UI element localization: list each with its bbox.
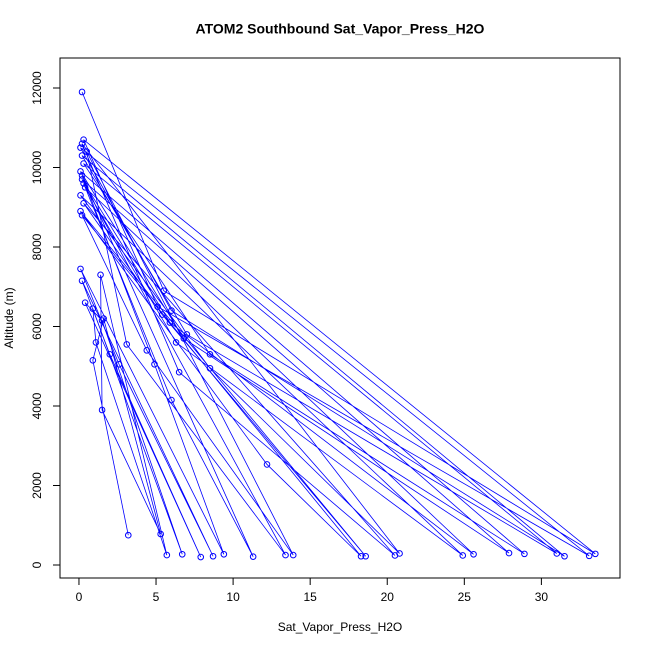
data-point	[77, 207, 84, 215]
data-point	[143, 347, 151, 354]
data-point	[78, 176, 86, 183]
data-point	[505, 549, 513, 557]
data-point	[168, 307, 175, 314]
data-point	[592, 550, 599, 558]
y-tick-label: 10000	[30, 151, 44, 185]
data-point	[92, 339, 100, 346]
data-point	[77, 144, 84, 151]
data-point	[154, 303, 161, 310]
x-tick-label: 10	[226, 590, 240, 604]
data-point	[77, 168, 84, 175]
data-point	[80, 136, 87, 143]
data-point	[180, 335, 188, 342]
data-line	[80, 91, 596, 558]
data-point	[168, 396, 175, 404]
x-tick-label: 0	[76, 590, 83, 604]
data-point	[289, 551, 297, 559]
data-point	[220, 550, 228, 558]
data-point	[585, 552, 593, 560]
data-point	[178, 550, 186, 558]
data-point	[561, 552, 568, 560]
data-point	[357, 552, 365, 560]
data-point	[151, 360, 158, 368]
data-point	[459, 552, 467, 559]
data-point	[80, 160, 87, 167]
y-tick-label: 8000	[30, 233, 44, 260]
data-point	[81, 184, 89, 191]
data-point	[521, 550, 528, 558]
data-point	[124, 531, 132, 539]
data-point	[89, 356, 97, 364]
data-point	[81, 299, 89, 306]
data-point	[166, 319, 174, 326]
data-point	[282, 551, 289, 559]
data-point	[470, 550, 477, 558]
data-point	[78, 140, 86, 147]
data-point	[249, 553, 257, 560]
data-point	[391, 552, 399, 559]
data-point	[78, 152, 86, 159]
x-tick-label: 20	[381, 590, 395, 604]
y-tick-label: 4000	[30, 392, 44, 419]
data-point	[89, 305, 97, 312]
data-point	[362, 552, 369, 560]
y-axis-label: Altitude (m)	[2, 287, 16, 348]
data-point	[209, 552, 217, 560]
x-tick-label: 30	[535, 590, 549, 604]
data-point	[100, 315, 107, 322]
data-point	[123, 341, 131, 348]
data-point	[78, 88, 86, 96]
data-point	[263, 461, 271, 468]
data-point	[115, 360, 123, 368]
y-tick-label: 6000	[30, 313, 44, 340]
data-point	[78, 172, 86, 179]
data-point	[175, 368, 183, 376]
plot-frame	[59, 57, 621, 579]
data-point	[157, 530, 164, 538]
data-point	[206, 351, 214, 358]
data-point	[98, 406, 106, 414]
data-point	[160, 287, 168, 295]
data-point	[197, 553, 205, 561]
x-tick-label: 15	[303, 590, 317, 604]
y-tick-label: 2000	[30, 472, 44, 499]
data-point	[97, 271, 104, 279]
data-point	[172, 339, 180, 346]
x-tick-label: 25	[458, 590, 472, 604]
data-point	[80, 180, 87, 187]
x-tick-label: 5	[153, 590, 160, 604]
data-point	[106, 351, 114, 358]
chart-title: ATOM2 Southbound Sat_Vapor_Press_H2O	[196, 21, 485, 37]
y-tick-label: 12000	[30, 71, 44, 105]
data-point	[77, 192, 84, 199]
data-point	[553, 550, 561, 557]
data-point	[98, 317, 106, 324]
data-point	[80, 199, 87, 207]
data-point	[158, 311, 166, 318]
data-point	[78, 277, 86, 285]
x-axis-label: Sat_Vapor_Press_H2O	[278, 620, 403, 634]
data-point	[77, 265, 84, 273]
data-point	[206, 364, 214, 372]
data-point	[83, 148, 90, 155]
data-point	[163, 551, 171, 559]
data-point	[78, 211, 86, 219]
y-tick-label: 0	[30, 561, 44, 568]
